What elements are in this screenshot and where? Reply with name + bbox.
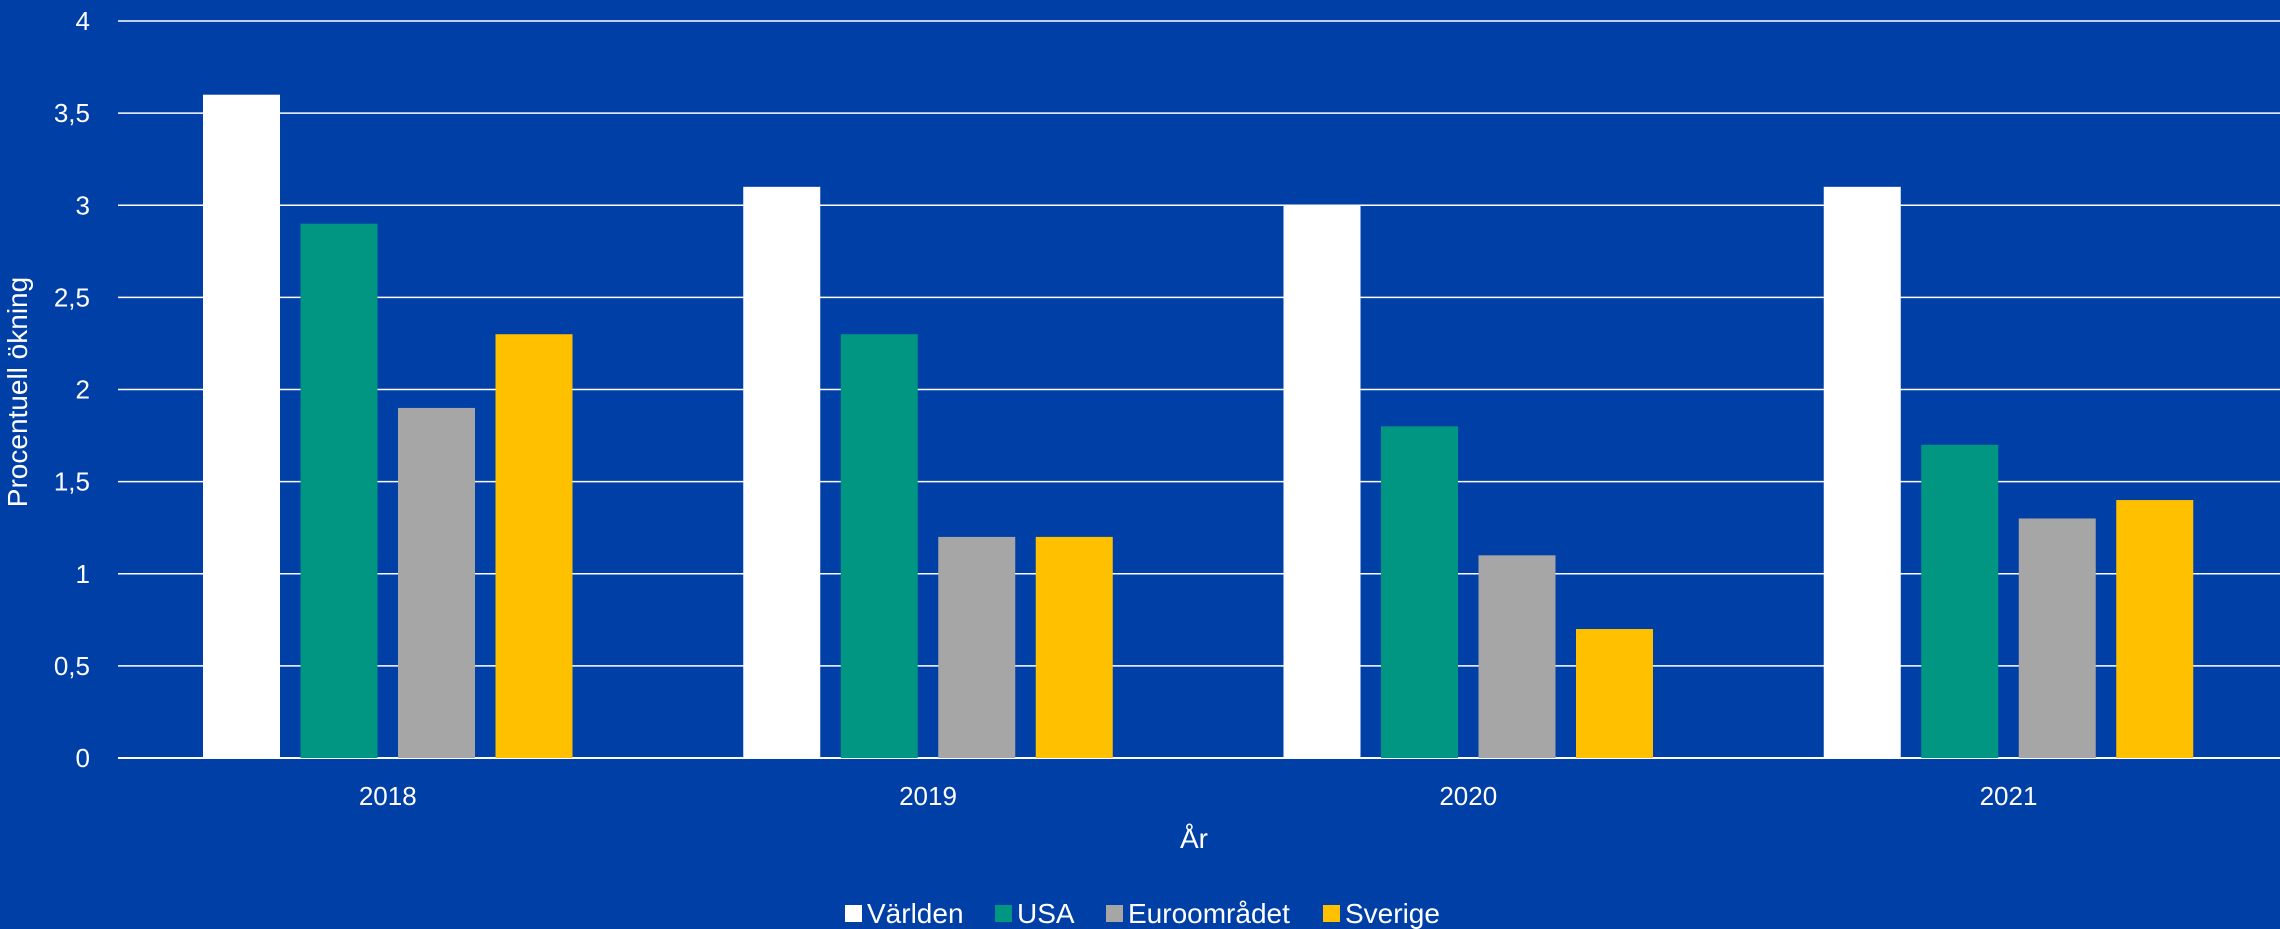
- bar-usa-2021: [1921, 444, 1999, 758]
- y-tick-label: 1,5: [54, 467, 90, 497]
- bar-världen-2020: [1283, 205, 1361, 758]
- x-tick-label: 2018: [359, 781, 417, 811]
- x-axis-ticks: 2018 2019 2020 2021: [359, 781, 2038, 811]
- x-tick-label: 2020: [1439, 781, 1497, 811]
- legend-label: Sverige: [1345, 898, 1440, 929]
- bar-usa-2019: [840, 334, 918, 758]
- y-tick-label: 3: [76, 190, 90, 220]
- bar-sverige-2021: [2116, 500, 2194, 758]
- gridlines: [118, 20, 2280, 759]
- x-tick-label: 2019: [899, 781, 957, 811]
- bar-sverige-2018: [495, 334, 573, 758]
- bar-usa-2018: [300, 223, 378, 759]
- bar-världen-2019: [743, 186, 821, 758]
- bar-euroområdet-2020: [1478, 555, 1556, 758]
- y-tick-label: 2: [76, 375, 90, 405]
- legend-label: Euroområdet: [1128, 898, 1290, 929]
- legend: Världen USA Euroområdet Sverige: [845, 898, 1440, 929]
- bar-euroområdet-2021: [2018, 518, 2096, 758]
- x-axis-title: År: [1180, 823, 1208, 854]
- legend-swatch: [1106, 905, 1123, 922]
- legend-swatch: [995, 905, 1012, 922]
- legend-label: USA: [1017, 898, 1075, 929]
- bar-världen-2018: [203, 94, 280, 758]
- y-tick-label: 1: [76, 559, 90, 589]
- legend-swatch: [1323, 905, 1340, 922]
- bar-sverige-2019: [1035, 536, 1113, 758]
- y-axis-title: Procentuell ökning: [2, 277, 33, 507]
- y-axis-ticks: 0 0,5 1 1,5 2 2,5 3 3,5 4: [54, 6, 90, 773]
- bar-euroområdet-2019: [938, 536, 1016, 758]
- y-tick-label: 0: [76, 743, 90, 773]
- y-tick-label: 3,5: [54, 98, 90, 128]
- bar-sverige-2020: [1576, 629, 1653, 758]
- y-tick-label: 0,5: [54, 651, 90, 681]
- x-tick-label: 2021: [1980, 781, 2038, 811]
- y-tick-label: 2,5: [54, 282, 90, 312]
- bar-världen-2021: [1823, 186, 1901, 758]
- legend-swatch: [845, 905, 862, 922]
- bar-euroområdet-2018: [398, 407, 475, 758]
- legend-label: Världen: [867, 898, 964, 929]
- bar-usa-2020: [1381, 426, 1458, 758]
- bars: [203, 94, 2194, 759]
- y-tick-label: 4: [76, 6, 90, 36]
